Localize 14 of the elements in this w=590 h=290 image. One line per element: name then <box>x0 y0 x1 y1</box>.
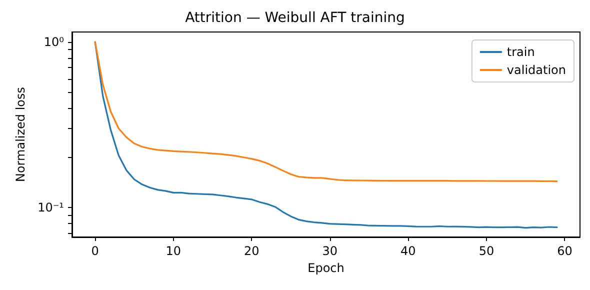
chart-title: Attrition — Weibull AFT training <box>185 10 405 26</box>
y-axis-title: Normalized loss <box>14 86 28 182</box>
y-tick-label: 10⁻¹ <box>38 200 64 215</box>
x-tick-label: 60 <box>557 244 572 258</box>
legend-label: train <box>506 45 535 59</box>
x-tick-label: 10 <box>166 244 182 258</box>
x-tick-label: 0 <box>91 244 99 258</box>
x-tick-label: 50 <box>478 244 494 258</box>
legend-label: validation <box>506 63 566 77</box>
y-tick-label: 10⁰ <box>44 35 64 50</box>
x-tick-label: 20 <box>244 244 260 258</box>
x-tick-label: 30 <box>322 244 338 258</box>
x-axis-title: Epoch <box>308 260 344 275</box>
x-tick-label: 40 <box>400 244 416 258</box>
